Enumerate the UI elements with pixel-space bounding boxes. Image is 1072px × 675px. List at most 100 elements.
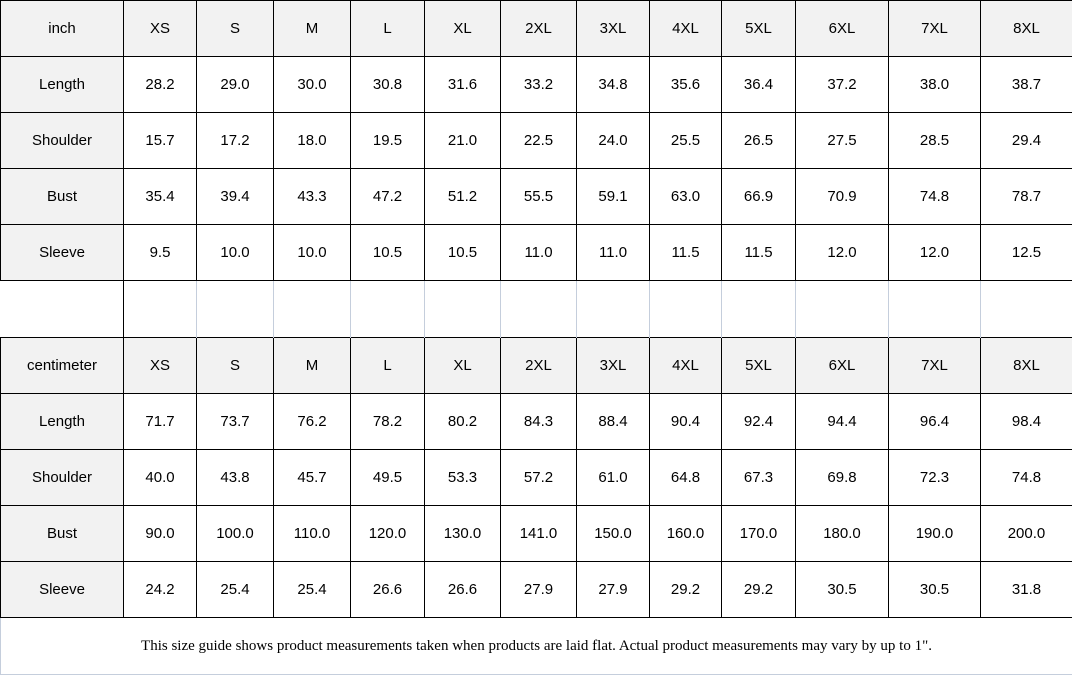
measurement-value-cell: 12.5 <box>981 225 1072 281</box>
measurement-value-cell: 72.3 <box>889 450 981 506</box>
measurement-value-cell: 59.1 <box>577 169 650 225</box>
measurement-value-cell: 180.0 <box>796 506 889 562</box>
measurement-value-cell: 34.8 <box>577 57 650 113</box>
measurement-value-cell: 25.5 <box>650 113 722 169</box>
measurement-value-cell: 35.6 <box>650 57 722 113</box>
size-header-cell: 3XL <box>577 338 650 394</box>
spacer-cell <box>722 281 796 338</box>
measurement-value-cell: 28.5 <box>889 113 981 169</box>
spacer-cell <box>501 281 577 338</box>
measurement-value-cell: 38.7 <box>981 57 1072 113</box>
measurement-value-cell: 31.8 <box>981 562 1072 618</box>
measurement-value-cell: 10.0 <box>274 225 351 281</box>
size-header-cell: XS <box>124 1 197 57</box>
size-header-cell: 8XL <box>981 1 1072 57</box>
spacer-cell <box>425 281 501 338</box>
spacer-cell <box>274 281 351 338</box>
size-header-cell: L <box>351 338 425 394</box>
measurement-value-cell: 11.5 <box>722 225 796 281</box>
measurement-value-cell: 49.5 <box>351 450 425 506</box>
measurement-value-cell: 24.2 <box>124 562 197 618</box>
measurement-value-cell: 130.0 <box>425 506 501 562</box>
measurement-label-cell: Sleeve <box>1 562 124 618</box>
measurement-value-cell: 38.0 <box>889 57 981 113</box>
measurement-value-cell: 53.3 <box>425 450 501 506</box>
size-header-cell: XL <box>425 338 501 394</box>
spacer-cell <box>351 281 425 338</box>
measurement-value-cell: 36.4 <box>722 57 796 113</box>
measurement-value-cell: 69.8 <box>796 450 889 506</box>
measurement-label-cell: Shoulder <box>1 450 124 506</box>
measurement-value-cell: 29.0 <box>197 57 274 113</box>
measurement-label-cell: Length <box>1 394 124 450</box>
size-header-cell: 4XL <box>650 338 722 394</box>
measurement-value-cell: 84.3 <box>501 394 577 450</box>
size-header-cell: 6XL <box>796 1 889 57</box>
size-header-cell: 5XL <box>722 1 796 57</box>
measurement-value-cell: 25.4 <box>197 562 274 618</box>
measurement-value-cell: 11.5 <box>650 225 722 281</box>
measurement-value-cell: 11.0 <box>577 225 650 281</box>
measurement-value-cell: 39.4 <box>197 169 274 225</box>
measurement-value-cell: 40.0 <box>124 450 197 506</box>
measurement-value-cell: 63.0 <box>650 169 722 225</box>
measurement-value-cell: 96.4 <box>889 394 981 450</box>
measurement-value-cell: 10.5 <box>425 225 501 281</box>
measurement-value-cell: 30.5 <box>889 562 981 618</box>
measurement-value-cell: 160.0 <box>650 506 722 562</box>
size-header-cell: XS <box>124 338 197 394</box>
size-header-cell: XL <box>425 1 501 57</box>
measurement-value-cell: 12.0 <box>796 225 889 281</box>
measurement-value-cell: 74.8 <box>981 450 1072 506</box>
spacer-cell <box>577 281 650 338</box>
measurement-label-cell: Shoulder <box>1 113 124 169</box>
measurement-value-cell: 100.0 <box>197 506 274 562</box>
measurement-label-cell: Sleeve <box>1 225 124 281</box>
measurement-value-cell: 120.0 <box>351 506 425 562</box>
measurement-value-cell: 30.8 <box>351 57 425 113</box>
measurement-value-cell: 61.0 <box>577 450 650 506</box>
measurement-value-cell: 15.7 <box>124 113 197 169</box>
measurement-value-cell: 94.4 <box>796 394 889 450</box>
measurement-value-cell: 66.9 <box>722 169 796 225</box>
measurement-value-cell: 11.0 <box>501 225 577 281</box>
measurement-value-cell: 26.5 <box>722 113 796 169</box>
measurement-value-cell: 74.8 <box>889 169 981 225</box>
footnote: This size guide shows product measuremen… <box>1 618 1072 675</box>
measurement-value-cell: 17.2 <box>197 113 274 169</box>
measurement-value-cell: 27.9 <box>501 562 577 618</box>
measurement-value-cell: 10.5 <box>351 225 425 281</box>
size-header-cell: 3XL <box>577 1 650 57</box>
measurement-value-cell: 43.8 <box>197 450 274 506</box>
measurement-value-cell: 190.0 <box>889 506 981 562</box>
measurement-value-cell: 33.2 <box>501 57 577 113</box>
measurement-value-cell: 37.2 <box>796 57 889 113</box>
footnote-row: This size guide shows product measuremen… <box>1 618 1072 675</box>
measurement-value-cell: 22.5 <box>501 113 577 169</box>
measurement-value-cell: 12.0 <box>889 225 981 281</box>
spacer-cell <box>889 281 981 338</box>
measurement-value-cell: 92.4 <box>722 394 796 450</box>
spacer-row <box>1 281 1072 338</box>
measurement-value-cell: 28.2 <box>124 57 197 113</box>
measurement-label-cell: Length <box>1 57 124 113</box>
measurement-value-cell: 67.3 <box>722 450 796 506</box>
measurement-value-cell: 30.0 <box>274 57 351 113</box>
measurement-value-cell: 10.0 <box>197 225 274 281</box>
measurement-value-cell: 57.2 <box>501 450 577 506</box>
spacer-cell <box>796 281 889 338</box>
measurement-value-cell: 29.2 <box>650 562 722 618</box>
measurement-value-cell: 31.6 <box>425 57 501 113</box>
measurement-value-cell: 110.0 <box>274 506 351 562</box>
size-header-cell: M <box>274 338 351 394</box>
measurement-value-cell: 18.0 <box>274 113 351 169</box>
measurement-value-cell: 200.0 <box>981 506 1072 562</box>
measurement-value-cell: 71.7 <box>124 394 197 450</box>
measurement-value-cell: 64.8 <box>650 450 722 506</box>
